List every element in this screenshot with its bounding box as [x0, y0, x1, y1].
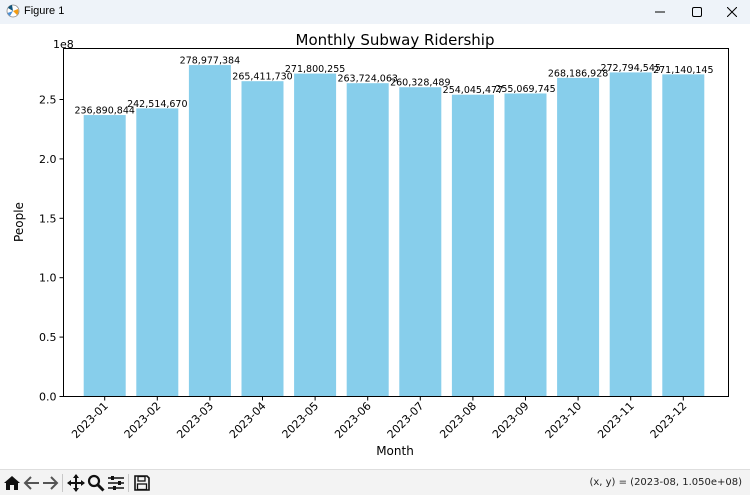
toolbar-separator — [128, 474, 129, 492]
x-tick-label: 2023-06 — [332, 399, 374, 441]
back-arrow-icon — [23, 476, 39, 490]
x-tick-label: 2023-10 — [543, 399, 585, 441]
bar — [557, 77, 600, 397]
bar-value-label: 260,328,489 — [390, 78, 450, 89]
x-tick-label: 2023-01 — [69, 399, 111, 441]
home-button[interactable] — [2, 473, 22, 493]
zoom-button[interactable] — [86, 473, 106, 493]
x-tick-label: 2023-05 — [280, 399, 322, 441]
bar-value-label: 271,800,255 — [285, 64, 345, 75]
bar — [83, 115, 126, 397]
bar-value-label: 271,140,145 — [653, 65, 713, 76]
bar — [504, 93, 547, 397]
maximize-button[interactable] — [679, 0, 715, 24]
bar-value-label: 272,794,545 — [600, 63, 660, 74]
x-tick-label: 2023-07 — [385, 399, 427, 441]
bar — [451, 94, 494, 397]
x-tick-label: 2023-09 — [490, 399, 532, 441]
x-ticks-layer: 2023-01 2023-02 2023-03 2023-04 2023-05 2023-… — [69, 396, 690, 441]
x-tick-label: 2023-08 — [437, 399, 479, 441]
bar-value-label: 265,411,730 — [232, 72, 292, 83]
bar-value-label: 254,045,477 — [443, 85, 503, 96]
bar — [399, 87, 442, 397]
bars-layer — [83, 65, 705, 397]
bar — [294, 73, 337, 397]
y-tick-label: 2.5 — [39, 93, 57, 106]
bar — [662, 74, 705, 397]
forward-button[interactable] — [40, 473, 60, 493]
chart-title: Monthly Subway Ridership — [296, 31, 495, 49]
bar-value-label: 255,069,745 — [495, 84, 555, 95]
x-tick-label: 2023-11 — [595, 399, 637, 441]
y-tick-label: 2.0 — [39, 153, 57, 166]
bar-value-label: 278,977,384 — [180, 56, 240, 67]
y-tick-label: 0.0 — [39, 391, 57, 404]
bar-value-label: 268,186,928 — [548, 68, 608, 79]
back-button[interactable] — [22, 473, 42, 493]
matplotlib-icon — [6, 4, 20, 18]
bar — [609, 72, 652, 397]
y-axis-label: People — [12, 202, 26, 242]
home-icon — [4, 476, 20, 490]
bar-value-label: 236,890,844 — [74, 106, 134, 117]
figure-canvas[interactable]: Monthly Subway Ridership 1e8 236,890,844… — [0, 24, 750, 469]
save-icon — [134, 475, 150, 491]
bar — [188, 65, 231, 397]
bar-value-label: 242,514,670 — [127, 99, 187, 110]
y-ticks-layer: 0.0 0.5 1.0 1.5 2.0 2.5 — [39, 93, 64, 404]
close-button[interactable] — [714, 0, 750, 24]
minimize-icon — [655, 11, 665, 13]
bar — [136, 108, 179, 397]
maximize-icon — [692, 7, 702, 17]
y-tick-label: 1.5 — [39, 212, 57, 225]
cursor-coordinates: (x, y) = (2023-08, 1.050e+08) — [589, 477, 742, 488]
x-tick-label: 2023-03 — [174, 399, 216, 441]
pan-button[interactable] — [66, 473, 86, 493]
toolbar-separator — [62, 474, 63, 492]
configure-subplots-button[interactable] — [106, 473, 126, 493]
configure-subplots-icon — [108, 476, 124, 490]
minimize-button[interactable] — [642, 0, 678, 24]
window-title: Figure 1 — [24, 5, 65, 17]
close-icon — [727, 7, 737, 17]
zoom-icon — [87, 474, 105, 492]
save-button[interactable] — [132, 473, 152, 493]
window-titlebar: Figure 1 — [0, 0, 750, 24]
x-tick-label: 2023-04 — [227, 399, 269, 441]
forward-arrow-icon — [43, 476, 59, 490]
x-tick-label: 2023-12 — [648, 399, 690, 441]
y-offset-label: 1e8 — [53, 38, 74, 51]
bar — [346, 83, 389, 397]
bar-value-label: 263,724,063 — [337, 74, 397, 85]
y-tick-label: 1.0 — [39, 272, 57, 285]
bar-chart: Monthly Subway Ridership 1e8 236,890,844… — [12, 31, 729, 458]
navigation-toolbar: (x, y) = (2023-08, 1.050e+08) — [0, 469, 750, 495]
y-tick-label: 0.5 — [39, 331, 57, 344]
x-axis-label: Month — [376, 444, 414, 458]
bar — [241, 81, 284, 397]
axes-frame — [63, 48, 729, 397]
x-tick-label: 2023-02 — [122, 399, 164, 441]
pan-icon — [67, 474, 85, 492]
